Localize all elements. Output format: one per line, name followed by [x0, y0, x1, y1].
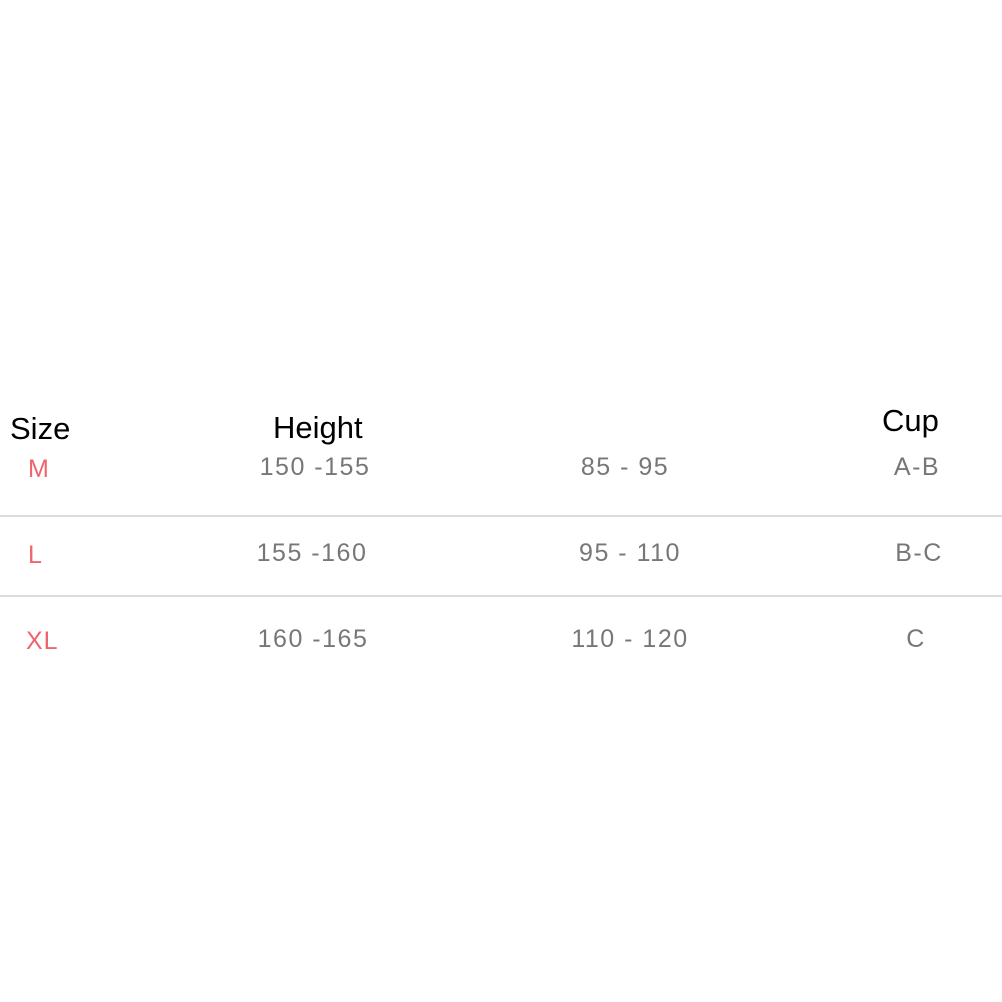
- col3-cell: 95 - 110: [579, 539, 681, 567]
- cup-cell: C: [906, 625, 926, 653]
- height-cell: 150 -155: [259, 453, 371, 481]
- header-cup: Cup: [882, 403, 939, 438]
- size-cell: XL: [26, 627, 59, 655]
- header-height: Height: [273, 410, 363, 445]
- row-divider: [0, 595, 1002, 597]
- cup-cell: B-C: [895, 539, 943, 567]
- size-cell: M: [28, 455, 50, 483]
- row-divider: [0, 515, 1002, 517]
- col3-cell: 85 - 95: [580, 453, 670, 481]
- height-cell: 160 -165: [257, 625, 369, 653]
- header-size: Size: [10, 411, 71, 446]
- height-cell: 155 -160: [256, 539, 368, 567]
- col3-cell: 110 - 120: [571, 625, 689, 653]
- size-cell: L: [28, 541, 43, 569]
- cup-cell: A-B: [893, 453, 941, 481]
